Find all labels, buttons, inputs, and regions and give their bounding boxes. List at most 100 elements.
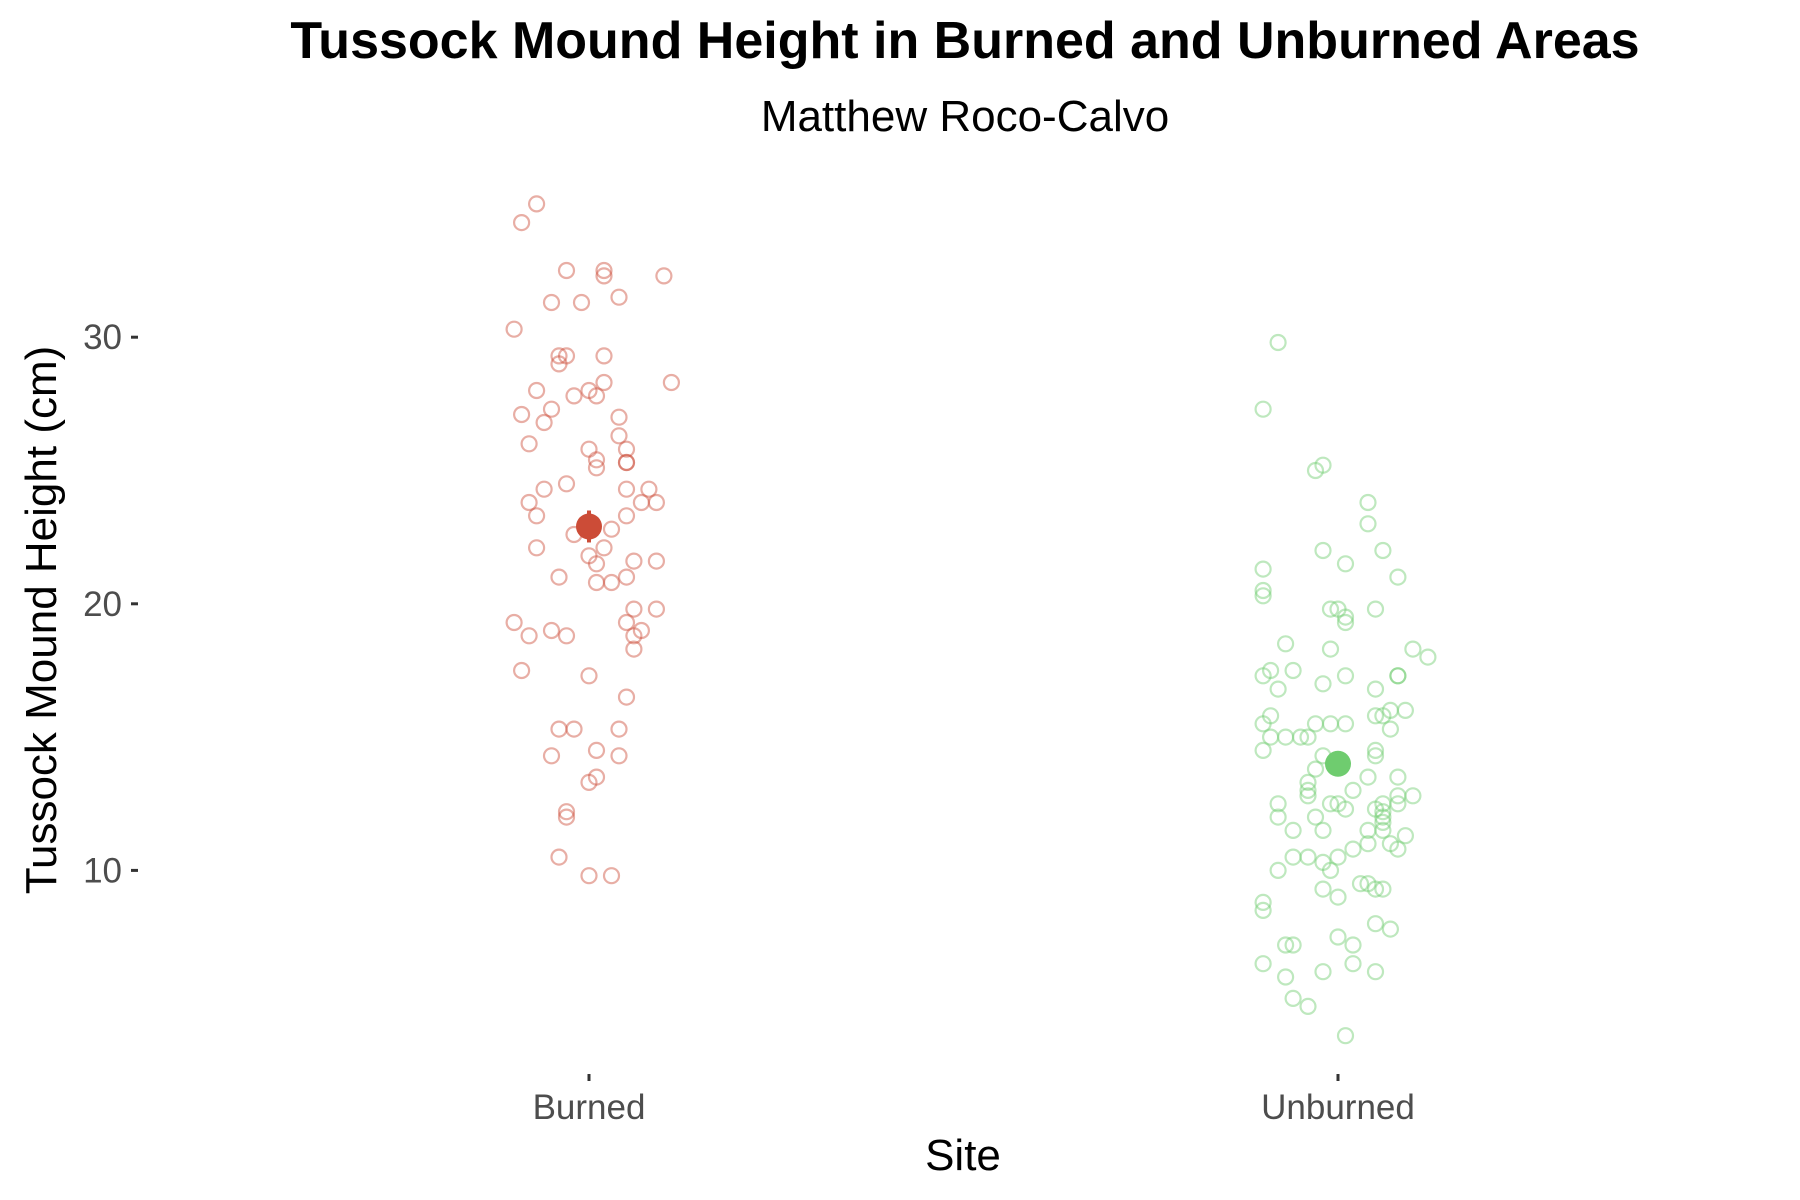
y-tick-label: 30 <box>83 318 122 357</box>
data-point <box>617 440 636 458</box>
data-point <box>595 267 613 285</box>
plot-area: 10 20 30 Burned Unburned <box>83 195 1437 1127</box>
data-point <box>1381 720 1400 738</box>
data-point <box>587 459 606 477</box>
data-point <box>1314 456 1332 474</box>
data-point <box>1276 635 1295 653</box>
data-point <box>1374 707 1392 725</box>
data-point <box>1389 768 1407 786</box>
data-point <box>1269 808 1287 826</box>
data-point <box>1299 787 1317 805</box>
data-point <box>1344 955 1362 973</box>
data-point <box>617 480 636 498</box>
data-point <box>1336 613 1355 632</box>
data-point <box>602 867 621 885</box>
data-point <box>1261 661 1280 680</box>
data-point <box>610 408 628 426</box>
data-point <box>1366 963 1385 981</box>
data-point <box>617 568 636 586</box>
series-burned-points <box>505 195 681 885</box>
data-point <box>617 453 636 472</box>
data-point <box>1314 675 1332 693</box>
data-point <box>512 214 531 232</box>
data-point <box>1389 787 1407 805</box>
data-point <box>1374 821 1392 840</box>
data-point <box>1336 608 1355 626</box>
data-point <box>557 803 576 821</box>
data-point <box>527 507 546 525</box>
data-point <box>550 720 568 738</box>
x-axis-title: Site <box>925 1131 1001 1180</box>
data-point <box>587 555 606 573</box>
data-point <box>1299 848 1317 866</box>
data-point <box>1284 936 1302 954</box>
x-tick-label: Burned <box>533 1088 646 1127</box>
data-point <box>1254 587 1272 605</box>
data-point <box>1276 968 1295 986</box>
data-point <box>1381 835 1400 853</box>
data-point <box>565 720 583 738</box>
data-point <box>1336 667 1355 685</box>
data-point <box>505 320 523 338</box>
data-point <box>587 573 606 592</box>
data-point <box>535 413 553 432</box>
data-point <box>1254 560 1272 578</box>
data-point <box>1284 989 1302 1008</box>
data-point <box>1321 600 1340 618</box>
data-point <box>1269 333 1287 352</box>
data-point <box>647 493 666 512</box>
data-point <box>595 373 613 392</box>
data-point <box>542 293 561 312</box>
data-point <box>1374 808 1392 826</box>
data-point <box>602 520 621 538</box>
data-point <box>542 621 561 640</box>
data-point <box>647 600 666 618</box>
data-point <box>1336 1027 1355 1045</box>
data-point <box>580 667 598 685</box>
data-point <box>512 405 531 424</box>
data-point <box>1389 667 1407 685</box>
data-point <box>1404 787 1422 805</box>
data-point <box>520 435 538 453</box>
data-point <box>1261 707 1280 725</box>
data-point <box>1321 640 1340 658</box>
data-point <box>610 427 628 445</box>
data-point <box>1276 936 1295 954</box>
data-point <box>1374 795 1392 813</box>
data-point <box>1374 880 1392 898</box>
data-point <box>1254 667 1272 685</box>
data-point <box>1359 768 1377 786</box>
data-point <box>580 547 598 565</box>
data-point <box>1366 800 1385 818</box>
data-point <box>565 387 583 405</box>
data-point <box>1284 661 1302 680</box>
mean-point <box>576 513 602 540</box>
data-point <box>1404 640 1422 658</box>
data-point <box>1261 728 1280 746</box>
data-point <box>1351 875 1370 893</box>
data-point <box>512 661 531 680</box>
data-point <box>1254 715 1272 733</box>
data-point <box>520 627 538 645</box>
series-unburned-points <box>1254 333 1437 1045</box>
y-axis-title: Tussock Mound Height (cm) <box>17 346 66 895</box>
data-point <box>1344 840 1362 858</box>
data-point <box>1306 760 1325 778</box>
data-point <box>1396 827 1415 845</box>
data-point <box>632 493 651 512</box>
data-point <box>1419 648 1437 666</box>
data-point <box>1366 600 1385 618</box>
mean-point <box>1325 750 1351 777</box>
data-point <box>1306 461 1325 480</box>
data-point <box>1276 728 1295 746</box>
data-point <box>587 387 606 405</box>
data-point <box>595 539 613 557</box>
data-point <box>662 373 681 392</box>
data-point <box>1329 928 1347 946</box>
data-point <box>647 552 666 570</box>
data-point <box>580 381 598 400</box>
data-point <box>617 453 636 472</box>
data-point <box>1314 880 1332 898</box>
data-point <box>1344 936 1362 954</box>
